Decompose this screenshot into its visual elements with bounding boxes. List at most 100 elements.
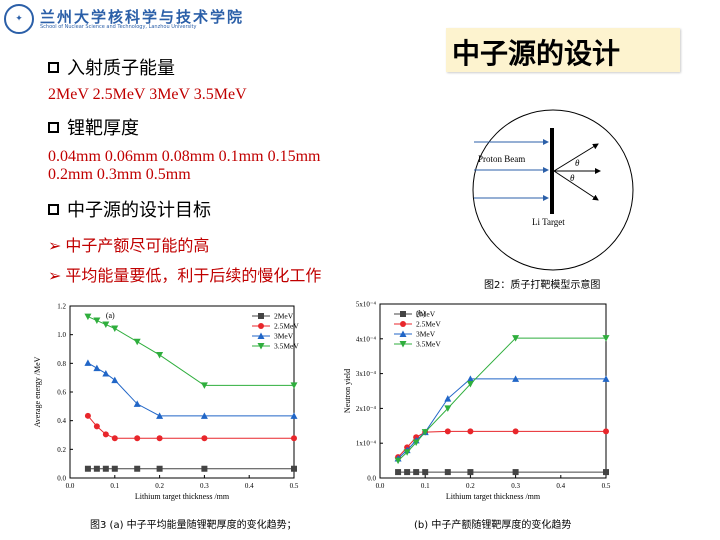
section-proton-energy: 入射质子能量 xyxy=(48,54,175,80)
goal-item: ➢ 中子产额尽可能的高 xyxy=(48,232,209,256)
x-tick-label: 0.2 xyxy=(466,482,475,490)
thickness-values-1: 0.04mm 0.06mm 0.08mm 0.1mm 0.15mm xyxy=(48,148,321,165)
li-target-plate xyxy=(550,128,554,214)
data-point xyxy=(93,423,100,430)
plot-frame xyxy=(379,303,607,479)
data-point xyxy=(133,338,141,346)
y-axis-label: Average energy /MeV xyxy=(33,356,42,427)
legend-marker xyxy=(399,341,407,348)
data-point xyxy=(111,465,118,472)
data-point xyxy=(444,469,451,476)
data-point xyxy=(512,335,520,342)
data-point xyxy=(291,435,297,442)
data-point xyxy=(93,364,101,372)
energy-values: 2MeV 2.5MeV 3MeV 3.5MeV xyxy=(48,86,247,103)
data-point xyxy=(290,382,298,389)
x-tick-label: 0.0 xyxy=(66,482,75,490)
data-point xyxy=(413,469,420,476)
data-point xyxy=(512,375,520,382)
theta-label: θ xyxy=(575,158,580,168)
y-tick-label: 0.0 xyxy=(57,475,66,483)
chart-neutron-yield: 0.0 0.1 0.2 0.3 0.4 0.5 0.0 1x10⁻⁴ 2x10⁻⁴ 3x10⁻⁴ 4… xyxy=(343,301,611,502)
y-tick-label: 0.8 xyxy=(57,360,66,368)
y-tick-label: 3x10⁻⁴ xyxy=(356,370,377,378)
figure3a-caption: 图3 (a) 中子平均能量随锂靶厚度的变化趋势； xyxy=(90,520,297,531)
thickness-values-2: 0.2mm 0.3mm 0.5mm xyxy=(48,166,191,183)
data-point xyxy=(93,465,100,472)
data-point xyxy=(512,428,519,435)
y-tick-label: 0.0 xyxy=(367,475,376,483)
chart-average-energy: 0.0 0.1 0.2 0.3 0.4 0.5 0.0 0.2 0.4 0.6 0.8 1.0 1.2 L… xyxy=(33,303,299,502)
data-point xyxy=(93,317,101,325)
bullet-square-icon xyxy=(48,203,59,215)
bullet-square-icon xyxy=(48,121,59,133)
data-point xyxy=(201,465,208,472)
y-tick-label: 0.4 xyxy=(57,417,66,425)
legend-label: 3MeV xyxy=(416,330,436,339)
data-point xyxy=(156,412,164,419)
series-line-3MeV xyxy=(87,362,294,417)
legend-marker xyxy=(257,343,265,350)
data-point xyxy=(466,375,474,382)
legend-label: 3.5MeV xyxy=(416,340,441,349)
legend-label: 3MeV xyxy=(274,332,294,341)
section-heading: 入射质子能量 xyxy=(67,58,175,79)
y-tick-label: 0.6 xyxy=(57,389,66,397)
data-point xyxy=(512,469,519,476)
x-axis-label: Lithium target thickness /mm xyxy=(135,492,230,501)
goal-text: 平均能量要低，利于后续的慢化工作 xyxy=(65,266,322,285)
x-axis-label: Lithium target thickness /mm xyxy=(446,492,541,501)
theta-label: θ xyxy=(570,173,575,183)
x-tick-label: 0.1 xyxy=(421,482,430,490)
section-heading: 中子源的设计目标 xyxy=(67,200,211,221)
data-point xyxy=(84,465,91,472)
data-point xyxy=(602,335,610,342)
li-target-label: Li Target xyxy=(532,217,565,227)
legend-marker xyxy=(400,321,406,327)
data-point xyxy=(444,395,452,402)
y-tick-label: 2x10⁻⁴ xyxy=(356,405,377,413)
y-tick-label: 1.0 xyxy=(57,331,66,339)
section-target-thickness: 锂靶厚度 xyxy=(48,114,139,140)
goal-item: ➢ 平均能量要低，利于后续的慢化工作 xyxy=(48,262,321,286)
y-tick-label: 4x10⁻⁴ xyxy=(356,335,377,343)
data-point xyxy=(467,469,474,476)
data-point xyxy=(156,465,163,472)
series-line-3.5MeV xyxy=(397,337,606,461)
data-point xyxy=(403,449,411,456)
legend-marker xyxy=(400,311,406,317)
legend-marker xyxy=(258,323,264,329)
data-point xyxy=(444,405,452,412)
data-point xyxy=(134,435,141,442)
arrow-bullet-icon: ➢ xyxy=(48,236,62,255)
legend-label: 2.5MeV xyxy=(274,322,299,331)
panel-label: (a) xyxy=(106,311,115,320)
data-point xyxy=(111,435,118,442)
data-point xyxy=(603,428,609,435)
legend-label: 2.5MeV xyxy=(416,320,441,329)
neutron-arrow xyxy=(553,170,599,201)
data-point xyxy=(84,359,92,366)
data-point xyxy=(421,429,429,436)
proton-beam-label: Proton Beam xyxy=(478,154,525,164)
plot-frame xyxy=(69,305,295,479)
data-point xyxy=(156,351,164,359)
data-point xyxy=(602,375,610,382)
legend-marker xyxy=(399,330,407,337)
data-point xyxy=(291,465,297,472)
data-point xyxy=(603,469,609,476)
data-point xyxy=(412,439,420,447)
bullet-square-icon xyxy=(48,61,59,73)
university-logo: ✦ xyxy=(4,4,34,34)
data-point xyxy=(404,469,411,476)
x-tick-label: 0.4 xyxy=(245,482,254,490)
data-point xyxy=(111,376,119,384)
y-tick-label: 5x10⁻⁴ xyxy=(356,301,377,309)
legend-label: 2MeV xyxy=(274,312,294,321)
goal-text: 中子产额尽可能的高 xyxy=(65,236,210,255)
data-point xyxy=(156,435,163,442)
series-line-2.5MeV xyxy=(397,430,606,458)
data-point xyxy=(84,313,92,321)
data-point xyxy=(467,428,474,435)
section-heading: 锂靶厚度 xyxy=(67,118,139,139)
